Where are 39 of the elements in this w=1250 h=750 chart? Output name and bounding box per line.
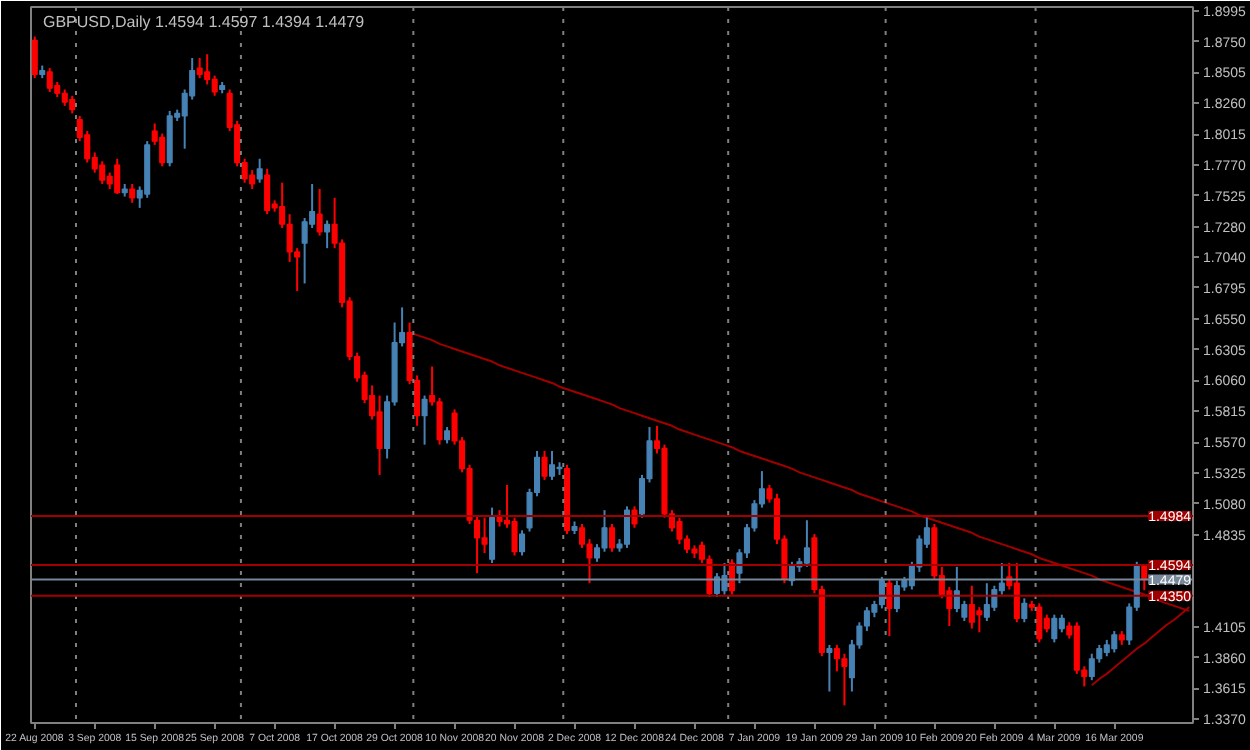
candlestick [841, 652, 848, 707]
candlestick [1021, 597, 1028, 624]
candlestick [196, 57, 203, 80]
candlestick [721, 562, 728, 596]
candlestick [1051, 613, 1058, 644]
candlestick [204, 53, 211, 86]
candlestick [489, 506, 496, 565]
candlestick [316, 187, 323, 237]
candlestick [46, 67, 53, 94]
candlestick [1088, 652, 1095, 682]
candlestick [324, 219, 331, 250]
candlestick [953, 565, 960, 614]
candlestick [31, 35, 38, 80]
candlestick [376, 394, 383, 476]
candlestick [676, 516, 683, 546]
candlestick [631, 505, 638, 529]
candlestick [623, 505, 631, 549]
candlestick [421, 394, 428, 446]
candlestick [114, 157, 121, 196]
candlestick [99, 160, 106, 185]
candlestick [983, 582, 990, 622]
candlestick [166, 109, 173, 168]
candlestick [1013, 562, 1020, 624]
candlestick [519, 529, 526, 557]
candlestick [1036, 602, 1043, 644]
chart-title: GBPUSD,Daily 1.4594 1.4597 1.4394 1.4479 [43, 13, 366, 31]
candlestick [129, 182, 136, 204]
candlestick [211, 74, 218, 97]
candlestick [803, 519, 810, 568]
candlestick [548, 449, 556, 481]
candlestick [968, 584, 975, 630]
candlestick [826, 643, 833, 693]
candlestick [976, 606, 983, 634]
candlestick [1111, 630, 1118, 654]
candlestick [264, 167, 271, 216]
candlestick [541, 449, 548, 481]
candlestick [893, 579, 900, 614]
candlestick [608, 523, 616, 553]
candlestick [256, 157, 263, 184]
